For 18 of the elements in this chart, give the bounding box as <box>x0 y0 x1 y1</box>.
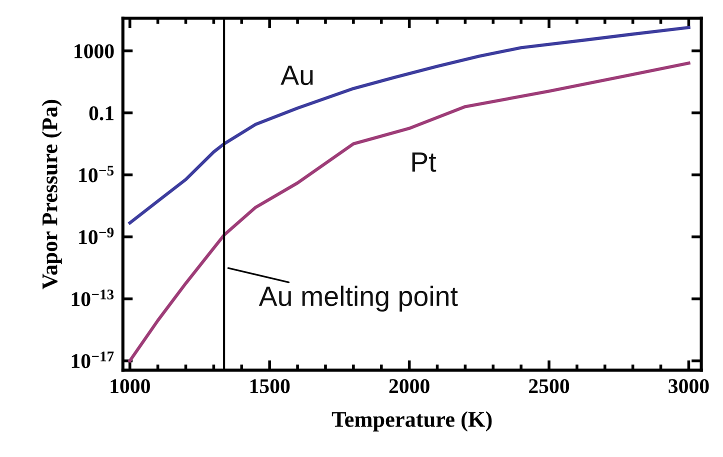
x-tick-label: 2000 <box>389 379 430 394</box>
y-tick-label: 10$^{−5}$ <box>79 166 114 182</box>
x-tick-label: 1500 <box>250 379 290 394</box>
y-tick-label: 1000 <box>74 44 114 58</box>
y-axis-title: Vapor Pressure (Pa) <box>42 100 62 290</box>
line-series <box>128 26 690 224</box>
y-tick-label: 10$^{−17}$ <box>72 352 114 368</box>
y-tick-label: 10$^{−13}$ <box>72 290 114 306</box>
y-tick-label: 10$^{−9}$ <box>79 228 114 244</box>
x-axis-title: Temperature (K) <box>332 411 492 432</box>
y-tick-label: 0.1 <box>89 106 114 120</box>
x-tick-label: 2500 <box>529 379 570 394</box>
x-tick-label: 3000 <box>668 379 709 394</box>
ref-line-label: Au melting point <box>258 286 458 312</box>
line-series <box>128 62 690 362</box>
series-label: Au <box>280 66 313 86</box>
series-label: Pt <box>412 152 436 172</box>
x-tick-label: 1000 <box>110 379 150 394</box>
